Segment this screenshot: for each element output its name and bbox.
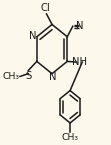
Text: CH₃: CH₃ xyxy=(2,72,19,81)
Text: N: N xyxy=(49,72,56,82)
Text: S: S xyxy=(25,71,31,81)
Text: CH₃: CH₃ xyxy=(62,133,79,142)
Text: NH: NH xyxy=(72,57,87,67)
Text: N: N xyxy=(76,21,84,31)
Text: Cl: Cl xyxy=(40,3,50,13)
Text: N: N xyxy=(29,31,37,41)
